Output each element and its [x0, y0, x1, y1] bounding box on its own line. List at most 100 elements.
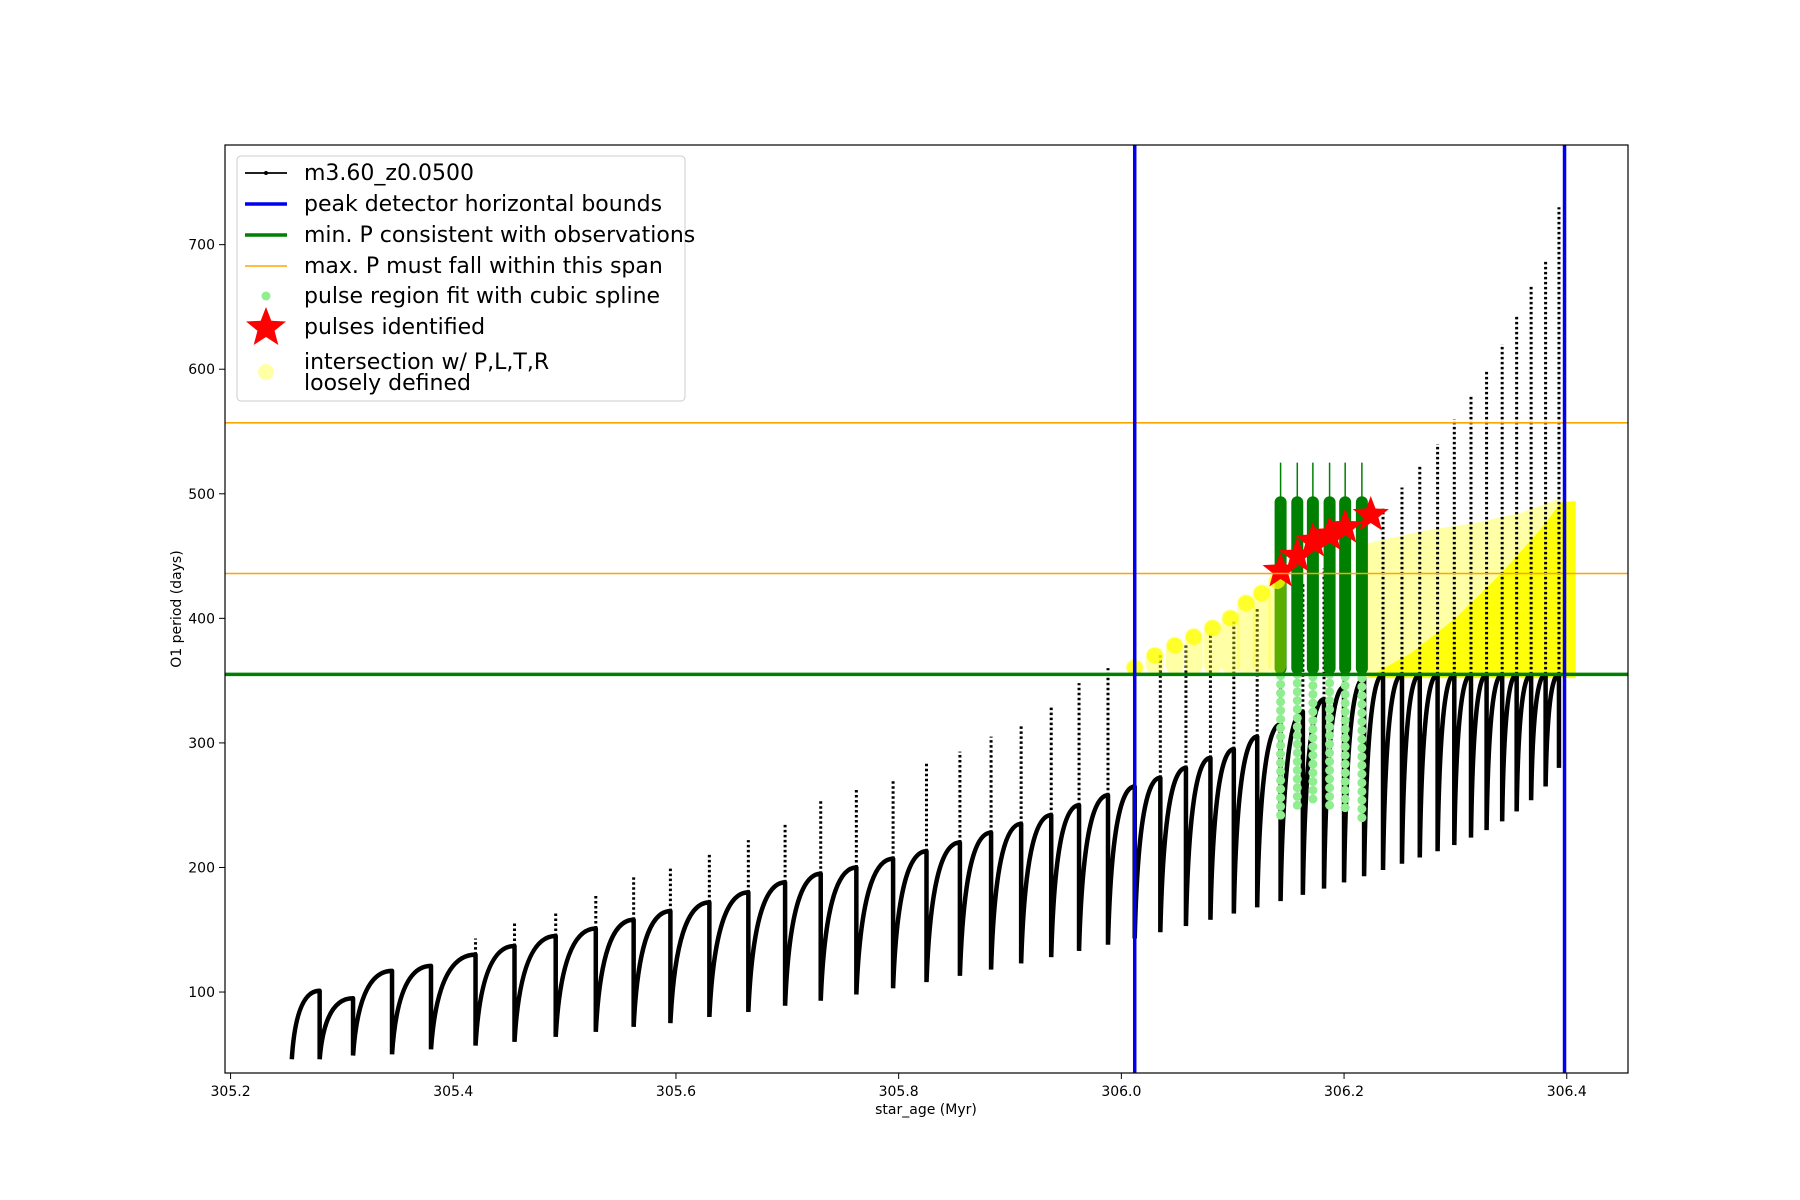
spline-point: [1357, 813, 1367, 823]
spline-point: [1357, 717, 1367, 727]
spline-point: [1276, 801, 1286, 811]
intersection-point: [1222, 610, 1239, 627]
spline-point: [1357, 804, 1367, 814]
spline-point: [1340, 689, 1350, 699]
spline-point: [1325, 783, 1335, 793]
legend-label: m3.60_z0.0500: [304, 161, 474, 186]
spline-point: [1340, 681, 1350, 691]
y-axis-title: O1 period (days): [169, 550, 185, 667]
spline-point: [1308, 759, 1318, 769]
spline-point: [1325, 765, 1335, 775]
pulse-star: [1352, 495, 1389, 531]
intersection-halo: [1221, 609, 1240, 675]
spline-point: [1276, 784, 1286, 794]
spline-point: [1325, 713, 1335, 723]
spline-point: [1292, 696, 1302, 706]
spline-point: [1308, 681, 1318, 691]
legend-box: [236, 155, 686, 402]
spline-point: [1308, 715, 1318, 725]
y-tick-label: 400: [188, 611, 215, 627]
y-tick-label: 100: [188, 985, 215, 1001]
spline-point: [1292, 713, 1302, 723]
legend-label: max. P must fall within this span: [304, 254, 663, 279]
spline-point: [1357, 708, 1367, 718]
y-tick-label: 700: [188, 238, 215, 254]
intersection-point: [1238, 595, 1255, 612]
pulses-identified: [1262, 495, 1389, 587]
pulse-star: [1294, 522, 1331, 557]
axis-layer: 305.2 305.4 305.6 305.8 306.0 306.2 306.4 100 20…: [188, 238, 1587, 1100]
spline-point: [1340, 715, 1350, 725]
spline-point: [1292, 687, 1302, 697]
spline-point: [1357, 760, 1367, 770]
green-column: [1339, 496, 1352, 675]
spline-point: [1325, 722, 1335, 732]
intersection-halo: [1252, 584, 1271, 675]
spline-point: [1340, 742, 1350, 752]
spline-point: [1292, 704, 1302, 714]
spline-point: [1340, 759, 1350, 769]
y-tick-label: 300: [188, 736, 215, 752]
legend-label: pulses identified: [304, 315, 485, 340]
spline-point: [1292, 774, 1302, 784]
y-tick-label: 500: [188, 487, 215, 503]
spline-point: [1292, 748, 1302, 758]
legend-label: peak detector horizontal bounds: [304, 192, 662, 217]
spline-point: [1357, 769, 1367, 779]
pulse-star: [1279, 537, 1316, 572]
green-columns: [1274, 462, 1368, 675]
spline-point: [1276, 688, 1286, 698]
spline-point: [1308, 768, 1318, 778]
spline-point: [1325, 704, 1335, 714]
spline-point: [1308, 689, 1318, 699]
intersection-point: [1185, 629, 1202, 646]
y-tick-label: 600: [188, 362, 215, 378]
spline-point: [1340, 724, 1350, 734]
intersection-region-core: [1366, 501, 1576, 679]
x-tick-label: 306.0: [1101, 1084, 1141, 1100]
x-axis-title: star_age (Myr): [875, 1102, 977, 1118]
spline-point: [1325, 757, 1335, 767]
spline-point: [1357, 778, 1367, 788]
spline-point: [1357, 752, 1367, 762]
x-tick-label: 305.6: [656, 1084, 696, 1100]
spline-point: [1276, 749, 1286, 759]
legend-label: min. P consistent with observations: [304, 223, 695, 248]
spline-point: [1308, 733, 1318, 743]
spline-point: [1276, 758, 1286, 768]
spline-point: [1292, 783, 1302, 793]
legend-label: pulse region fit with cubic spline: [304, 284, 660, 309]
intersection-points: [1125, 571, 1287, 677]
legend-label-line2: loosely defined: [304, 371, 471, 396]
spline-point: [1325, 791, 1335, 801]
spline-point: [1325, 687, 1335, 697]
green-column: [1355, 496, 1368, 675]
plot-layer: [225, 145, 1628, 1073]
pulse-star: [1262, 552, 1299, 587]
spline-point: [1292, 678, 1302, 688]
spline-point: [1276, 732, 1286, 742]
spline-point: [1340, 707, 1350, 717]
spline-point: [1276, 775, 1286, 785]
spline-point: [1308, 707, 1318, 717]
legend-handle-spline: [261, 291, 271, 301]
legend-handle-track-marker: [264, 171, 268, 175]
intersection-point: [1204, 620, 1221, 637]
spline-point: [1276, 793, 1286, 803]
x-tick-label: 306.2: [1324, 1084, 1364, 1100]
spline-point: [1357, 691, 1367, 701]
spline-point: [1325, 696, 1335, 706]
intersection-point: [1146, 647, 1163, 664]
x-tick-label: 305.8: [879, 1084, 919, 1100]
spline-point: [1340, 733, 1350, 743]
spline-point: [1325, 748, 1335, 758]
spline-point: [1325, 730, 1335, 740]
spline-point: [1276, 740, 1286, 750]
spline-point: [1292, 730, 1302, 740]
spline-point: [1340, 803, 1350, 813]
spline-point: [1340, 777, 1350, 787]
spline-point: [1340, 750, 1350, 760]
x-tick-label: 305.2: [211, 1084, 251, 1100]
